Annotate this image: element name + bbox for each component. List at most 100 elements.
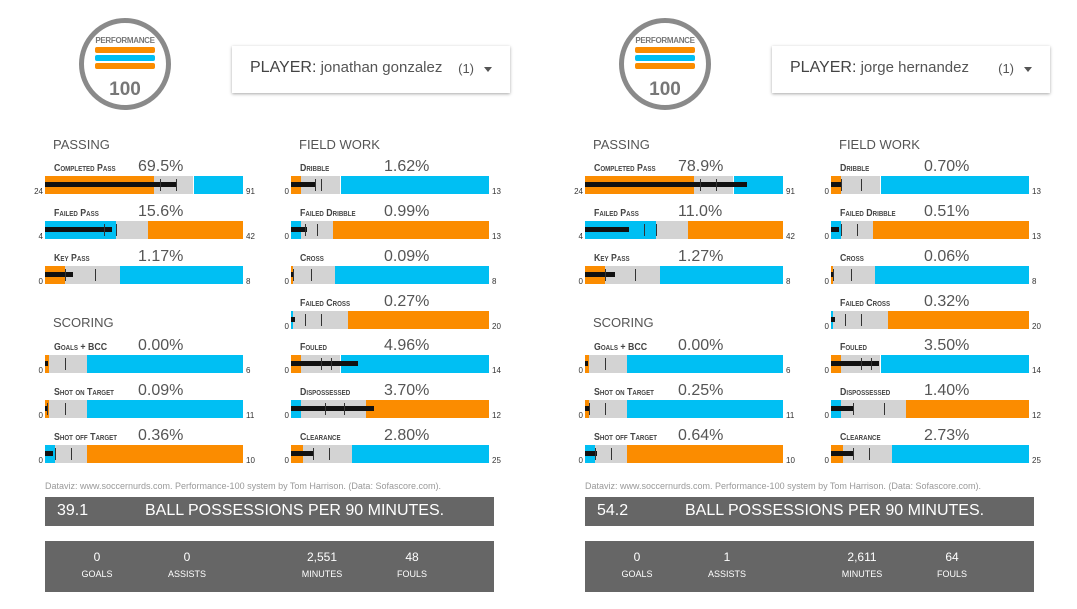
metric-percent: 2.73%	[924, 427, 970, 444]
metric-label: Clearance	[300, 432, 341, 443]
bar-min-label: 0	[284, 411, 289, 420]
benchmark-tick	[54, 448, 56, 460]
metric-label: Key Pass	[594, 253, 630, 264]
bullet-bar	[291, 221, 489, 239]
bar-max-label: 11	[786, 411, 795, 420]
bar-band-gray	[292, 266, 335, 284]
possessions-banner: 39.1 BALL POSSESSIONS PER 90 MINUTES.	[45, 497, 494, 526]
value-bar	[45, 451, 53, 456]
bar-band-blue	[340, 176, 489, 194]
bullet-bar	[585, 221, 783, 239]
metric-label: Fouled	[300, 342, 327, 353]
value-bar	[585, 182, 748, 187]
metric-label: Goals + BCC	[54, 342, 108, 353]
benchmark-tick	[594, 448, 596, 460]
bar-band-blue	[880, 176, 1029, 194]
bullet-bar	[291, 400, 489, 418]
benchmark-tick	[870, 358, 872, 370]
total-value: 0	[633, 550, 641, 564]
bullet-bar	[45, 445, 243, 463]
player-dropdown[interactable]: PLAYER: jonathan gonzalez (1)	[232, 46, 510, 93]
metric-percent: 0.25%	[678, 382, 724, 399]
bar-band-gray	[48, 355, 87, 373]
benchmark-tick	[634, 269, 636, 281]
metric-failed-dribble: Failed Dribble 0.99% 0 13	[283, 203, 501, 243]
section-passing: PASSING	[593, 137, 650, 152]
metric-key-pass: Key Pass 1.27% 0 8	[577, 248, 791, 288]
benchmark-tick	[840, 224, 842, 236]
bar-band-orange	[906, 400, 1029, 418]
metric-cross: Cross 0.06% 0 8	[823, 248, 1037, 288]
bar-min-label: 0	[284, 366, 289, 375]
bar-band-blue	[120, 266, 243, 284]
benchmark-tick	[64, 269, 66, 281]
metric-label: Failed Dribble	[840, 208, 896, 219]
benchmark-tick	[604, 269, 606, 281]
metric-percent: 0.00%	[678, 337, 724, 354]
total-value: 48	[405, 550, 419, 564]
bar-band-blue	[340, 355, 489, 373]
benchmark-tick	[64, 403, 66, 415]
bullet-bar	[291, 266, 489, 284]
benchmark-tick	[832, 269, 834, 281]
bar-max-label: 25	[492, 456, 501, 465]
metric-completed-pass: Completed Pass 69.5% 24 91	[34, 158, 255, 198]
value-bar	[45, 406, 48, 411]
value-bar	[831, 406, 853, 411]
benchmark-tick	[852, 403, 854, 415]
bar-max-label: 20	[492, 322, 501, 331]
caret-down-icon[interactable]	[484, 67, 492, 72]
bar-band-blue	[733, 176, 783, 194]
logo-bar	[95, 55, 155, 61]
player-label: PLAYER: jonathan gonzalez	[250, 59, 442, 77]
value-bar	[831, 361, 879, 366]
value-bar	[291, 182, 315, 187]
value-bar	[45, 182, 176, 187]
bar-min-label: 4	[578, 232, 583, 241]
bar-band-orange	[348, 311, 489, 329]
metric-failed-cross: Failed Cross 0.32% 0 20	[823, 293, 1041, 333]
logo-number: 100	[109, 79, 141, 100]
metric-goals-bcc: Goals + BCC 0.00% 0 6	[37, 337, 251, 377]
metric-percent: 4.96%	[384, 337, 430, 354]
player-dropdown[interactable]: PLAYER: jorge hernandez (1)	[772, 46, 1050, 93]
metric-percent: 0.51%	[924, 203, 970, 220]
metric-percent: 3.70%	[384, 382, 430, 399]
benchmark-tick	[320, 179, 322, 191]
benchmark-tick	[860, 179, 862, 191]
benchmark-tick	[324, 403, 326, 415]
benchmark-tick	[46, 403, 48, 415]
value-bar	[45, 272, 73, 277]
bar-max-label: 10	[786, 456, 795, 465]
metric-clearance: Clearance 2.73% 0 25	[823, 427, 1041, 467]
benchmark-tick	[644, 224, 646, 236]
bar-min-label: 0	[824, 322, 829, 331]
bar-max-label: 8	[246, 277, 251, 286]
metric-fouled: Fouled 3.50% 0 14	[823, 337, 1041, 377]
section-scoring: SCORING	[53, 315, 114, 330]
metric-clearance: Clearance 2.80% 0 25	[283, 427, 501, 467]
caret-down-icon[interactable]	[1024, 67, 1032, 72]
bar-band-gray	[594, 445, 627, 463]
bullet-bar	[585, 176, 783, 194]
totals-banner: 0 GOALS 1 ASSISTS 2,611 MINUTES 64 FOULS	[585, 541, 1034, 592]
bar-band-blue	[880, 355, 1029, 373]
benchmark-tick	[312, 448, 314, 460]
bar-band-gray	[588, 355, 627, 373]
total-fouls: 48 FOULS	[372, 550, 452, 579]
value-bar	[585, 361, 588, 366]
logo-bar	[635, 47, 695, 53]
benchmark-tick	[610, 448, 612, 460]
value-bar	[291, 317, 295, 322]
metric-percent: 69.5%	[138, 158, 184, 175]
benchmark-tick	[868, 448, 870, 460]
total-label: GOALS	[621, 569, 653, 579]
bar-band-gray	[656, 221, 688, 239]
metric-percent: 1.62%	[384, 158, 430, 175]
metric-cross: Cross 0.09% 0 8	[283, 248, 497, 288]
bullet-bar	[831, 311, 1029, 329]
benchmark-tick	[320, 314, 322, 326]
bullet-bar	[585, 400, 783, 418]
bar-band-gray	[840, 221, 873, 239]
total-assists: 0 ASSISTS	[147, 550, 227, 579]
